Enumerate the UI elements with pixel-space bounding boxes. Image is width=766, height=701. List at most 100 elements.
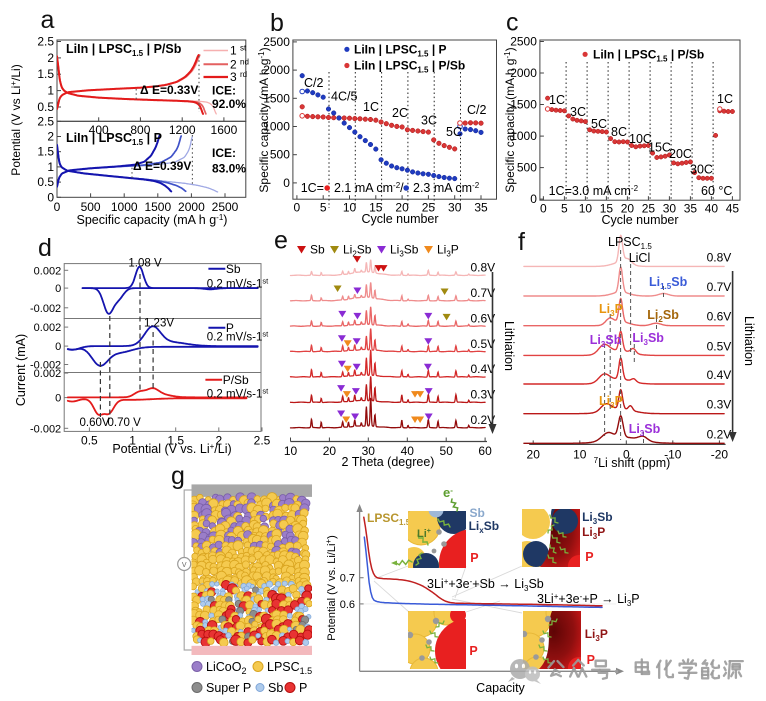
svg-text:1500: 1500 [263, 91, 290, 105]
svg-text:0: 0 [55, 341, 61, 353]
svg-text:1: 1 [47, 84, 54, 98]
svg-text:-0.002: -0.002 [30, 423, 61, 435]
svg-text:0.6: 0.6 [340, 599, 355, 611]
svg-text:Li3​P: Li3​P [599, 394, 623, 410]
svg-text:0: 0 [55, 393, 61, 405]
svg-text:LiIn | LPSC1.5​ | P/Sb: LiIn | LPSC1.5​ | P/Sb [354, 59, 465, 75]
svg-text:0: 0 [47, 190, 54, 204]
svg-text:c: c [506, 9, 519, 37]
svg-text:Sb: Sb [310, 243, 325, 257]
svg-text:1500: 1500 [510, 98, 537, 112]
svg-text:25: 25 [642, 202, 656, 216]
svg-text:Potential (V vs. Li+​/Li): Potential (V vs. Li+​/Li) [112, 442, 231, 456]
svg-text:P/Sb: P/Sb [223, 373, 249, 387]
svg-text:500: 500 [517, 161, 537, 175]
svg-text:-20: -20 [711, 447, 729, 461]
svg-text:1.5: 1.5 [37, 67, 54, 81]
svg-text:1000: 1000 [510, 129, 537, 143]
svg-text:P: P [226, 321, 234, 335]
svg-text:Potential (V vs Li+​/Li): Potential (V vs Li+​/Li) [9, 64, 23, 175]
svg-text:b: b [270, 9, 284, 37]
svg-text:3Li+​+3e-​+Sb → Li3​Sb: 3Li+​+3e-​+Sb → Li3​Sb [427, 577, 544, 593]
svg-text:0.2 mV/s-1st​: 0.2 mV/s-1st​ [207, 387, 269, 401]
svg-text:-0.002: -0.002 [30, 360, 61, 372]
svg-text:1000: 1000 [263, 120, 290, 134]
svg-text:C/2: C/2 [467, 103, 487, 117]
svg-text:5C: 5C [591, 117, 607, 131]
svg-text:10C: 10C [629, 132, 652, 146]
svg-text:LiIn | LPSC1.5​ | P: LiIn | LPSC1.5​ | P [66, 131, 162, 147]
svg-text:e-​: e-​ [443, 485, 453, 500]
svg-text:0.5V: 0.5V [471, 337, 496, 351]
svg-text:0: 0 [623, 447, 630, 461]
svg-text:1.5: 1.5 [167, 433, 184, 447]
svg-text:0.002: 0.002 [34, 265, 62, 277]
svg-text:35: 35 [684, 202, 698, 216]
svg-text:0.3V: 0.3V [707, 398, 732, 412]
svg-text:1C=3.0 mA cm-2​: 1C=3.0 mA cm-2​ [549, 184, 639, 198]
svg-text:60: 60 [478, 444, 492, 458]
svg-text:f: f [518, 228, 525, 256]
svg-text:-0.002: -0.002 [30, 303, 61, 315]
svg-text:Li3​Sb: Li3​Sb [629, 422, 661, 438]
svg-text:40: 40 [401, 444, 415, 458]
svg-text:3C: 3C [570, 105, 586, 119]
svg-text:1000: 1000 [111, 200, 138, 214]
svg-text:0.7V: 0.7V [707, 280, 732, 294]
svg-text:Super P: Super P [206, 681, 251, 695]
svg-text:83.0%: 83.0% [212, 162, 246, 176]
svg-text:0.2 mV/s-1st​: 0.2 mV/s-1st​ [207, 277, 269, 291]
svg-text:Cycle number: Cycle number [601, 213, 678, 227]
svg-text:0.2V: 0.2V [707, 427, 732, 441]
svg-text:Li2​Sb: Li2​Sb [647, 308, 679, 324]
svg-text:20C: 20C [669, 147, 692, 161]
svg-text:Li2​Sb: Li2​Sb [343, 243, 372, 259]
svg-text:2: 2 [47, 51, 54, 65]
svg-text:Li1.5​Sb: Li1.5​Sb [649, 275, 688, 291]
svg-text:3C: 3C [421, 114, 437, 128]
svg-text:1600: 1600 [211, 123, 238, 137]
svg-text:92.0%: 92.0% [212, 97, 246, 111]
svg-text:50: 50 [440, 444, 454, 458]
svg-text:Lithiation: Lithiation [502, 321, 516, 371]
svg-text:0.5: 0.5 [37, 100, 54, 114]
svg-text:1: 1 [129, 433, 136, 447]
svg-text:1C: 1C [549, 93, 565, 107]
svg-text:20: 20 [527, 447, 541, 461]
svg-text:5C: 5C [446, 125, 462, 139]
svg-text:0.5V: 0.5V [707, 339, 732, 353]
svg-text:4C/5: 4C/5 [331, 90, 357, 104]
svg-text:1.5: 1.5 [37, 145, 54, 159]
svg-text:0.4V: 0.4V [707, 368, 732, 382]
svg-text:15: 15 [600, 202, 614, 216]
svg-text:0: 0 [530, 192, 537, 206]
svg-text:0: 0 [283, 176, 290, 190]
svg-text:0.002: 0.002 [34, 322, 62, 334]
svg-text:P: P [585, 550, 593, 564]
svg-text:40: 40 [705, 202, 719, 216]
svg-text:2000: 2000 [263, 63, 290, 77]
svg-text:a: a [41, 6, 55, 34]
svg-text:1.08 V: 1.08 V [128, 258, 162, 270]
svg-text:0.8V: 0.8V [471, 261, 496, 275]
svg-text:0.2V: 0.2V [471, 413, 496, 427]
svg-text:15C: 15C [648, 141, 671, 155]
svg-text:0.7V: 0.7V [471, 286, 496, 300]
svg-text:0.7: 0.7 [340, 573, 355, 585]
svg-text:2000: 2000 [510, 66, 537, 80]
svg-text:1C: 1C [717, 92, 733, 106]
svg-text:Li3​Sb: Li3​Sb [632, 331, 664, 347]
svg-text:0: 0 [54, 200, 61, 214]
svg-text:LiIn | LPSC1.5​ | P/Sb: LiIn | LPSC1.5​ | P/Sb [66, 42, 182, 58]
svg-text:e: e [274, 227, 288, 255]
svg-text:500: 500 [81, 200, 101, 214]
svg-text:Δ E=0.33V: Δ E=0.33V [140, 83, 198, 97]
svg-text:2500: 2500 [212, 200, 239, 214]
svg-text:0.6V: 0.6V [471, 311, 496, 325]
svg-text:LiIn | LPSC1.5​ | P: LiIn | LPSC1.5​ | P [354, 43, 447, 59]
svg-text:2.5: 2.5 [254, 433, 271, 447]
svg-text:5: 5 [561, 202, 568, 216]
svg-text:P: P [299, 681, 307, 695]
svg-text:20: 20 [395, 201, 409, 215]
svg-text:Δ E=0.39V: Δ E=0.39V [133, 159, 191, 173]
